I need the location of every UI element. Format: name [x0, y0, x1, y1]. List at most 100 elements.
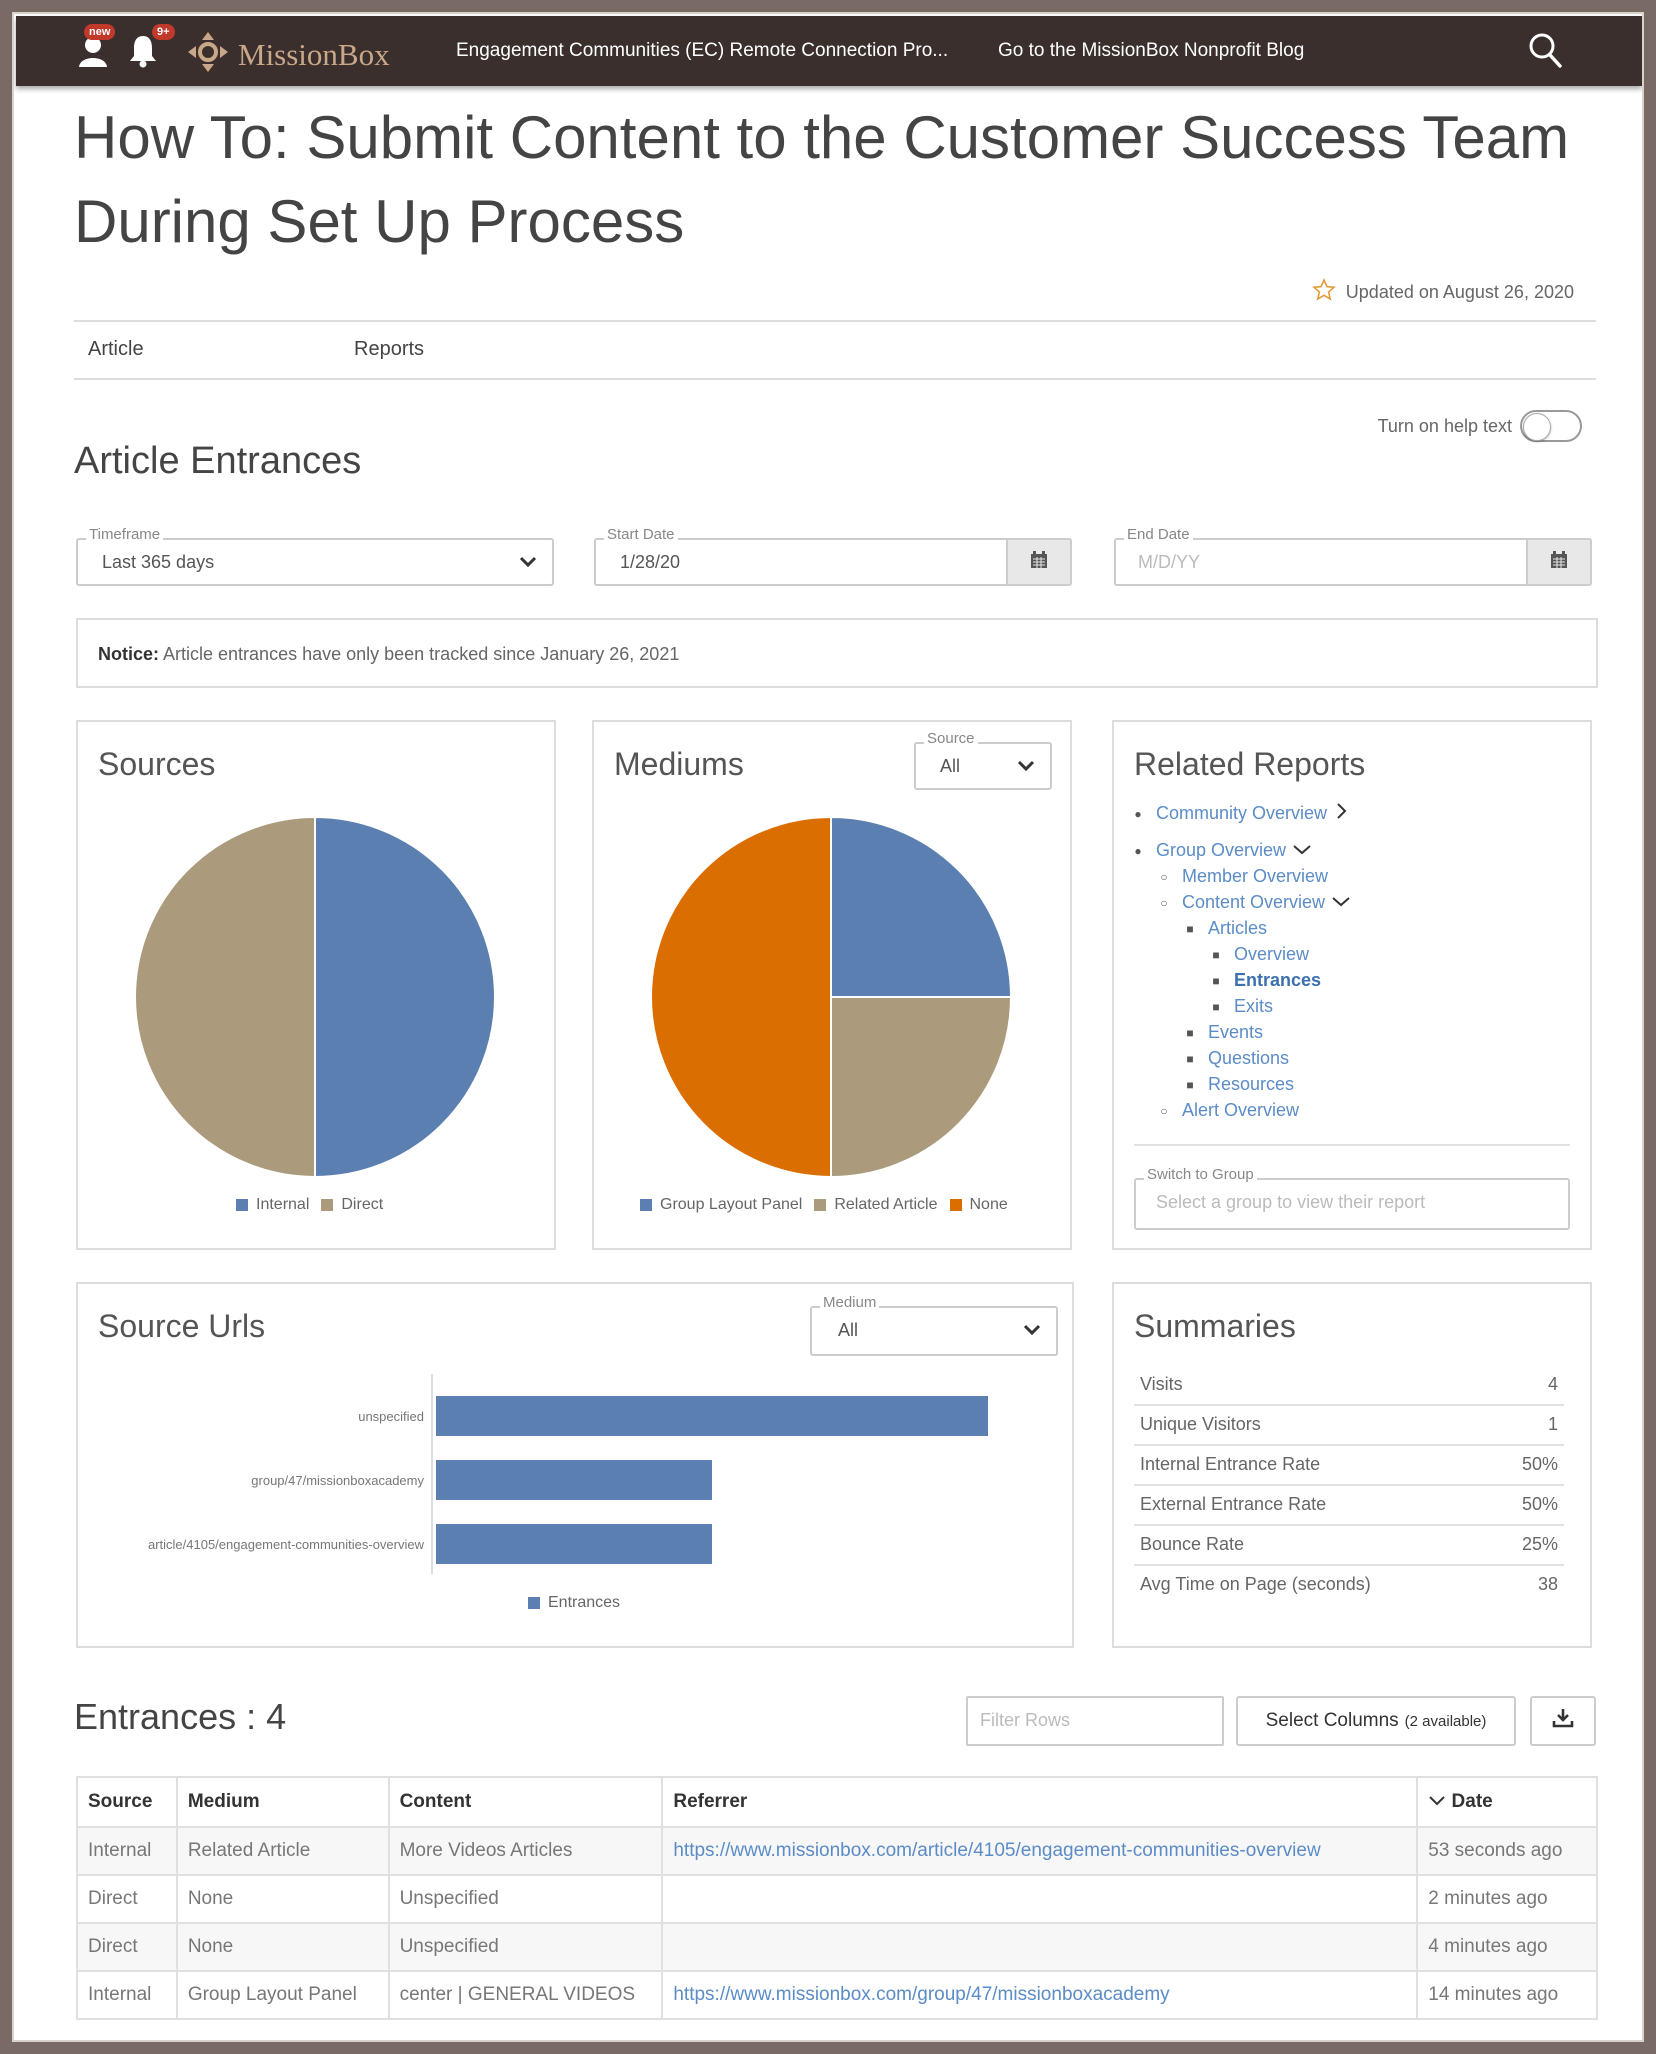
notice-text: Notice: Article entrances have only been… — [98, 644, 679, 665]
table-row: Internal Group Layout Panel center | GEN… — [76, 1970, 1598, 2020]
search-icon[interactable] — [1528, 32, 1562, 73]
chevron-down-icon — [1016, 758, 1036, 779]
browser-frame: new 9+ MissionBox Engagement Communities… — [12, 12, 1644, 2042]
summary-key: Bounce Rate — [1140, 1534, 1245, 1554]
download-button[interactable] — [1530, 1696, 1596, 1746]
start-date-field[interactable]: Start Date 1/28/20 — [594, 526, 1072, 586]
cell-content: Unspecified — [387, 1922, 664, 1972]
mediums-pie-chart — [650, 815, 1013, 1179]
summary-row: External Entrance Rate 50% — [1134, 1484, 1564, 1526]
referrer-link[interactable]: https://www.missionbox.com/article/4105/… — [673, 1840, 1321, 1861]
bell-icon[interactable] — [128, 34, 158, 73]
legend-group-layout-panel[interactable]: Group Layout Panel — [640, 1196, 802, 1214]
link-events[interactable]: Events — [1208, 1022, 1264, 1042]
link-content-overview[interactable]: Content Overview — [1182, 892, 1326, 912]
start-calendar-button[interactable] — [1006, 540, 1070, 584]
summaries-title: Summaries — [1134, 1308, 1296, 1344]
summaries-card: Summaries Visits 4 Unique Visitors 1 Inter… — [1112, 1282, 1592, 1648]
chevron-down-icon[interactable] — [1292, 840, 1312, 861]
pie-slice-none[interactable] — [650, 815, 832, 1179]
legend-internal[interactable]: Internal — [236, 1196, 309, 1214]
toggle-knob — [1523, 413, 1551, 441]
link-alert-overview[interactable]: Alert Overview — [1182, 1100, 1300, 1120]
medium-select[interactable]: Medium All — [810, 1294, 1058, 1356]
legend-none[interactable]: None — [949, 1196, 1008, 1214]
link-group-overview[interactable]: Group Overview — [1156, 840, 1287, 860]
cell-date: 53 seconds ago — [1416, 1826, 1598, 1876]
col-content[interactable]: Content — [387, 1776, 664, 1828]
pie-slice-direct[interactable] — [134, 815, 316, 1179]
link-articles[interactable]: Articles — [1208, 918, 1268, 938]
related-reports-card: Related Reports ● Community Overview ● Gro… — [1112, 720, 1592, 1250]
switch-group-placeholder: Select a group to view their report — [1156, 1192, 1426, 1212]
user-icon[interactable] — [78, 34, 108, 73]
tab-reports[interactable]: Reports — [354, 338, 425, 360]
tab-article[interactable]: Article — [88, 338, 144, 360]
pie-slice-internal[interactable] — [314, 815, 496, 1179]
link-resources[interactable]: Resources — [1208, 1074, 1295, 1094]
related-item-questions: ■ Questions — [1186, 1048, 1290, 1068]
summary-value: 50% — [1521, 1494, 1558, 1514]
col-date[interactable]: Date — [1416, 1776, 1598, 1828]
pie-slice-group-layout-panel[interactable] — [830, 815, 1013, 998]
end-date-placeholder: M/D/YY — [1138, 552, 1201, 572]
bar-0[interactable] — [436, 1396, 988, 1436]
col-referrer[interactable]: Referrer — [661, 1776, 1419, 1828]
table-row: Direct None Unspecified 2 minutes ago — [76, 1874, 1598, 1924]
referrer-link[interactable]: https://www.missionbox.com/group/47/miss… — [673, 1984, 1170, 2005]
start-date-value: 1/28/20 — [620, 552, 681, 572]
end-date-field[interactable]: End Date M/D/YY — [1114, 526, 1592, 586]
summary-key: External Entrance Rate — [1140, 1494, 1327, 1514]
chevron-down-icon — [1022, 1322, 1042, 1343]
legend-entrances[interactable]: Entrances — [528, 1594, 620, 1612]
sources-pie-chart — [134, 815, 496, 1179]
chevron-down-icon[interactable] — [1331, 892, 1351, 913]
help-toggle[interactable] — [1520, 410, 1582, 442]
link-community-overview[interactable]: Community Overview — [1156, 803, 1328, 823]
sources-legend: Internal Direct — [236, 1196, 395, 1214]
bar-2[interactable] — [436, 1524, 712, 1564]
related-item-alert: ○ Alert Overview — [1160, 1100, 1300, 1120]
bar-label-2: article/4105/engagement-communities-over… — [148, 1537, 425, 1552]
timeframe-value: Last 365 days — [102, 552, 215, 572]
link-questions[interactable]: Questions — [1208, 1048, 1290, 1068]
end-calendar-button[interactable] — [1526, 540, 1590, 584]
link-articles-overview[interactable]: Overview — [1234, 944, 1310, 964]
switch-group-input[interactable]: Switch to Group Select a group to view t… — [1134, 1166, 1570, 1230]
select-columns-count: (2 available) — [1404, 1712, 1487, 1730]
summary-row: Avg Time on Page (seconds) 38 — [1134, 1564, 1564, 1604]
star-icon[interactable] — [1311, 278, 1336, 307]
nav-link-ec-remote[interactable]: Engagement Communities (EC) Remote Conne… — [456, 40, 949, 61]
mediums-legend: Group Layout Panel Related Article None — [640, 1196, 1020, 1214]
legend-direct[interactable]: Direct — [321, 1196, 383, 1214]
end-date-label: End Date — [1124, 526, 1193, 543]
select-columns-button[interactable]: Select Columns (2 available) — [1236, 1696, 1516, 1746]
chevron-right-icon[interactable] — [1335, 802, 1347, 825]
table-row: Internal Related Article More Videos Art… — [76, 1826, 1598, 1876]
cell-source: Direct — [76, 1922, 178, 1972]
link-member-overview[interactable]: Member Overview — [1182, 866, 1329, 886]
mediums-source-select[interactable]: Source All — [914, 730, 1052, 790]
link-entrances-active[interactable]: Entrances — [1234, 970, 1322, 990]
summary-value: 4 — [1547, 1374, 1558, 1394]
download-icon — [1552, 1707, 1574, 1735]
related-item-overview: ■ Overview — [1212, 944, 1310, 964]
calendar-icon — [1030, 550, 1048, 574]
bar-1[interactable] — [436, 1460, 712, 1500]
timeframe-select[interactable]: Timeframe Last 365 days — [76, 526, 554, 586]
filter-rows-input[interactable]: Filter Rows — [966, 1696, 1224, 1746]
summary-row: Unique Visitors 1 — [1134, 1404, 1564, 1446]
nav-link-blog[interactable]: Go to the MissionBox Nonprofit Blog — [998, 40, 1305, 61]
legend-related-article[interactable]: Related Article — [814, 1196, 938, 1214]
summary-value: 50% — [1521, 1454, 1558, 1474]
notice-message: Article entrances have only been tracked… — [159, 644, 680, 664]
link-exits[interactable]: Exits — [1234, 996, 1274, 1016]
switch-group-label: Switch to Group — [1144, 1166, 1257, 1183]
cell-content: Unspecified — [387, 1874, 664, 1924]
brand-logo[interactable]: MissionBox — [186, 30, 390, 79]
pie-slice-related-article[interactable] — [830, 996, 1013, 1179]
col-medium[interactable]: Medium — [175, 1776, 390, 1828]
medium-label: Medium — [820, 1294, 880, 1311]
col-source[interactable]: Source — [76, 1776, 178, 1828]
cell-date: 4 minutes ago — [1416, 1922, 1598, 1972]
